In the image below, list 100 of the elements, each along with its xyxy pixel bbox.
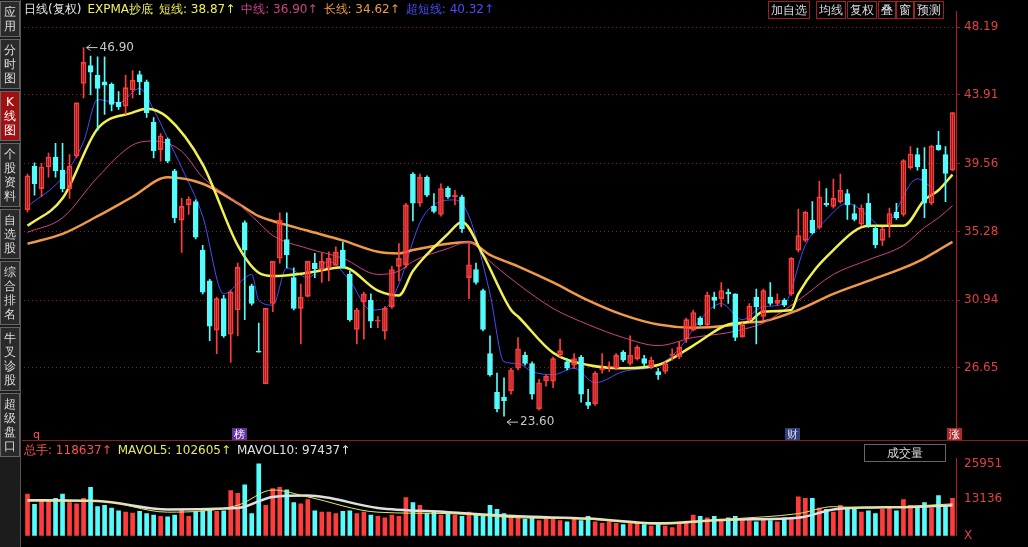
bar: [894, 510, 899, 536]
text: K线图: [0, 91, 20, 141]
bar: [312, 510, 318, 536]
bar: [214, 511, 220, 536]
bar: [943, 506, 948, 536]
y-tick-label: 39.56: [964, 155, 999, 170]
bar: [39, 499, 44, 536]
y-tick-label: 26.65: [964, 360, 999, 375]
bar: [831, 511, 836, 536]
bar: [207, 509, 213, 536]
annotation: 预测: [914, 1, 944, 19]
bar: [915, 506, 920, 536]
bar: [929, 507, 934, 536]
bar: [866, 510, 871, 536]
bar: [193, 511, 199, 536]
candlestick: [255, 322, 262, 353]
bar: [25, 493, 30, 536]
candlestick: [753, 288, 760, 345]
bar: [326, 511, 332, 536]
bar: [102, 504, 107, 536]
bar: [662, 525, 668, 536]
bar: [824, 509, 829, 536]
bar: [249, 513, 255, 536]
text: 长线: 34.62↑: [323, 2, 400, 16]
bar: [109, 507, 114, 536]
bar: [873, 513, 878, 536]
text: 应用: [0, 1, 20, 37]
bar: [655, 524, 661, 536]
bar: [235, 492, 241, 536]
bar: [165, 516, 170, 536]
bar: [95, 506, 100, 536]
annotation: 涨: [947, 428, 962, 441]
bar: [284, 489, 290, 536]
annotation: 23.60: [520, 414, 555, 429]
chart-title: 日线(复权): [24, 2, 82, 16]
bar: [753, 521, 759, 536]
text: 个股资料: [0, 143, 20, 207]
text: 中线: 36.90↑: [241, 2, 318, 16]
annotation: 财: [785, 428, 800, 441]
y-tick-label: 48.19: [964, 19, 999, 34]
bar: [950, 497, 955, 536]
bar: [74, 503, 79, 536]
bar: [137, 511, 142, 536]
bar: [908, 504, 913, 536]
bar: [53, 497, 58, 536]
text: 分时图: [0, 39, 20, 89]
annotation: 复权: [847, 1, 877, 19]
bar: [788, 518, 794, 536]
text: MAVOL5: 102605↑: [117, 443, 232, 457]
y-tick-label: X: [964, 527, 973, 542]
bar: [901, 499, 906, 536]
annotation: 加自选: [768, 1, 810, 19]
candlestick: [501, 377, 507, 417]
text: 总手: 118637↑: [24, 443, 112, 457]
bar: [277, 487, 283, 536]
bar: [158, 516, 163, 536]
bar: [130, 512, 135, 536]
bar: [88, 487, 93, 536]
bar: [291, 502, 297, 536]
text: 牛叉诊股: [0, 327, 20, 391]
text: 自选股: [0, 209, 20, 259]
bar: [242, 484, 248, 536]
bar: [767, 520, 773, 536]
bar: [796, 496, 801, 536]
text: 超级盘口: [0, 393, 20, 457]
dropdown-field: 成交量: [864, 444, 946, 462]
bar: [200, 510, 206, 536]
text: MAVOL10: 97437↑: [237, 443, 351, 457]
candlestick: [311, 253, 318, 278]
bar: [887, 507, 892, 536]
bar: [676, 522, 682, 536]
y-tick-label: 25951: [964, 455, 1003, 470]
bar: [221, 510, 227, 536]
annotation: 榜: [232, 428, 247, 441]
annotation: 46.90: [99, 39, 134, 54]
bar: [845, 507, 850, 536]
bar: [305, 499, 311, 536]
annotation: 叠: [878, 1, 896, 19]
bar: [228, 490, 234, 536]
bar: [172, 514, 177, 536]
y-tick-label: 30.94: [964, 292, 999, 307]
bar: [669, 527, 675, 536]
bar: [256, 463, 262, 536]
candlestick: [262, 308, 269, 385]
candlestick: [585, 388, 591, 410]
text: 综合排名: [0, 261, 20, 325]
text: 超短线: 40.32↑: [405, 2, 495, 16]
bar: [746, 520, 752, 536]
text: 短线: 38.87↑: [158, 2, 236, 16]
bar: [186, 516, 192, 536]
bar: [151, 514, 156, 536]
chart-subtitle: EXPMA抄底: [87, 2, 153, 16]
bar: [32, 504, 37, 536]
bar: [922, 502, 927, 536]
bar: [936, 495, 941, 536]
y-tick-label: 13136: [964, 491, 1003, 506]
candlestick: [711, 291, 718, 309]
bar: [116, 510, 121, 536]
bar: [123, 511, 128, 536]
bar: [81, 497, 86, 536]
